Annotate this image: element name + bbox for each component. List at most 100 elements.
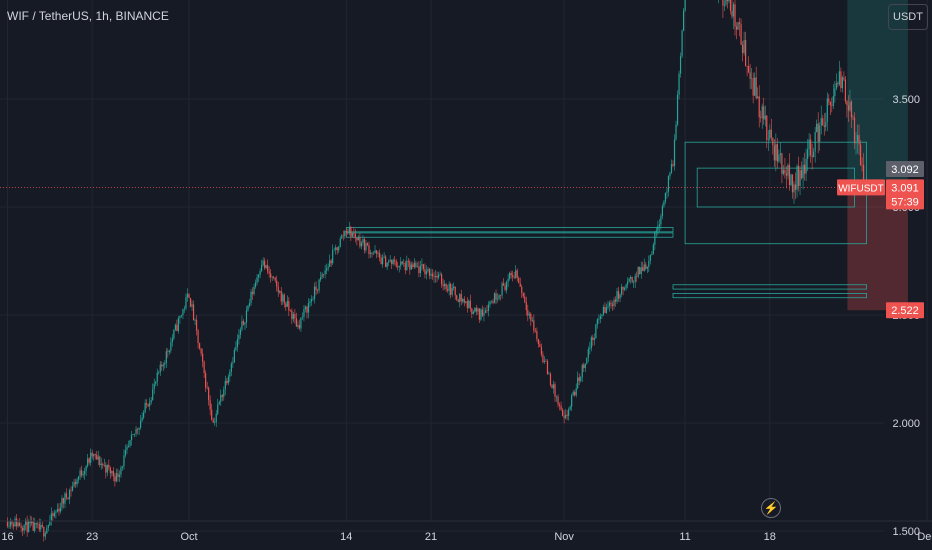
candle [617,286,620,302]
candle-body [344,231,346,237]
candle-body [186,294,189,298]
x-tick-label: Nov [554,531,574,543]
candle [161,361,163,371]
candle [292,311,294,323]
candle-body [619,294,621,299]
candle [735,22,738,40]
candle [796,164,798,198]
candle-body [589,348,591,350]
candle [840,67,842,92]
candle [852,114,854,120]
candle [74,478,77,488]
candle-body [539,343,541,347]
candle-body [8,526,10,527]
candle-body [817,123,819,142]
candle [486,305,488,314]
candle [217,398,219,416]
candle-body [583,364,585,369]
candle-body [133,433,136,435]
candle [174,323,176,332]
candle [87,454,89,468]
candle [59,502,62,514]
candle-body [6,520,9,527]
candle [837,81,839,88]
candle [338,245,340,253]
candle [675,120,677,141]
candle [342,230,344,241]
candle [182,308,184,320]
candle-body [503,283,505,286]
candle [800,161,803,180]
candle-body [472,311,474,314]
candle [197,328,199,349]
candle [761,103,763,129]
candle [306,305,308,319]
candle-body [805,158,807,174]
candle-body [513,276,515,278]
candle [814,126,816,163]
candle-body [598,319,600,320]
candle [661,203,664,220]
candle [56,503,59,513]
candle [478,308,480,323]
candle-body [126,446,128,450]
candle [820,105,822,135]
last-close-badge-text: 3.092 [891,164,919,176]
candle [267,259,269,275]
candle [262,257,264,267]
candle [180,314,183,318]
candle [380,254,382,265]
candle-body [617,291,620,299]
candle-body [565,414,567,419]
candle [456,294,458,302]
candle [146,399,148,409]
candle [71,481,74,492]
candle [625,283,627,291]
candle-body [195,319,198,331]
candle [73,478,75,488]
candle-body [546,361,549,375]
candle-body [182,309,184,315]
candle-body [506,281,508,290]
candle-body [483,312,485,316]
candle [460,289,462,306]
candle [586,357,588,365]
candle [462,297,464,304]
candle-body [525,302,527,311]
candle [90,448,92,467]
candle-body [155,381,157,384]
currency-button[interactable]: USDT [888,4,928,30]
lightning-icon[interactable]: ⚡ [761,498,781,518]
candle [655,226,657,238]
candle-body [664,192,667,202]
candle-body [841,77,843,89]
candle [382,254,384,268]
candle-body [785,173,788,176]
candle-body [50,513,52,521]
candle-body [760,117,762,119]
candle-body [835,83,837,89]
candle-body [127,445,130,447]
candle [43,526,45,542]
candle-body [474,308,476,312]
candle [359,232,361,249]
candle [392,258,394,266]
candle-body [206,387,208,389]
candle [855,131,857,155]
candle [297,320,299,330]
candle-body [840,71,842,89]
candle-body [58,508,60,512]
candle [725,0,727,7]
candle-body [477,308,479,312]
candle-body [292,314,294,320]
candle [397,262,399,271]
candle [522,292,524,299]
candle-body [552,384,555,389]
x-tick-label: 11 [679,531,690,543]
candle-body [336,247,338,251]
candle [203,360,205,378]
candle-body [424,269,426,275]
candle-body [38,523,40,530]
candle-body [440,274,443,285]
